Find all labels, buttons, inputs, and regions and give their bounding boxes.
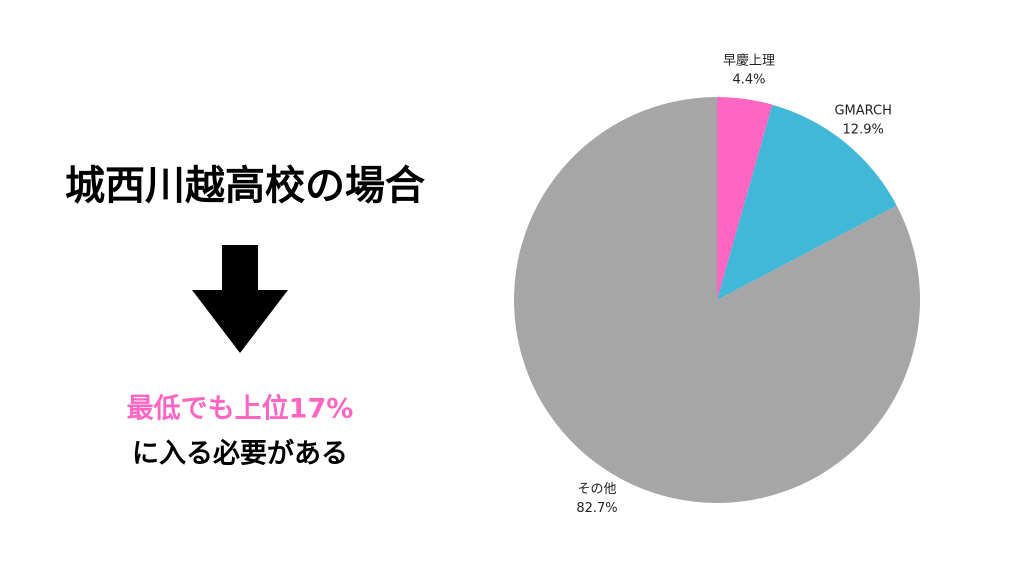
highlight-text: 最低でも上位17%	[127, 393, 354, 425]
pie-slice	[514, 97, 920, 503]
pie-chart: 早慶上理 4.4% GMARCH 12.9% その他 82.7%	[514, 54, 920, 516]
down-arrow	[192, 245, 288, 353]
slice-label: 早慶上理	[723, 54, 775, 69]
slice-label: GMARCH	[834, 103, 891, 118]
pie-slice	[717, 104, 897, 301]
note-text: に入る必要がある	[132, 438, 348, 470]
slice-value-label: 82.7%	[576, 501, 617, 516]
slice-value-label: 12.9%	[843, 122, 884, 137]
pie-slice	[717, 97, 773, 300]
slice-label: その他	[578, 482, 617, 497]
heading: 城西川越高校の場合	[65, 163, 425, 209]
slice-value-label: 4.4%	[732, 73, 765, 88]
